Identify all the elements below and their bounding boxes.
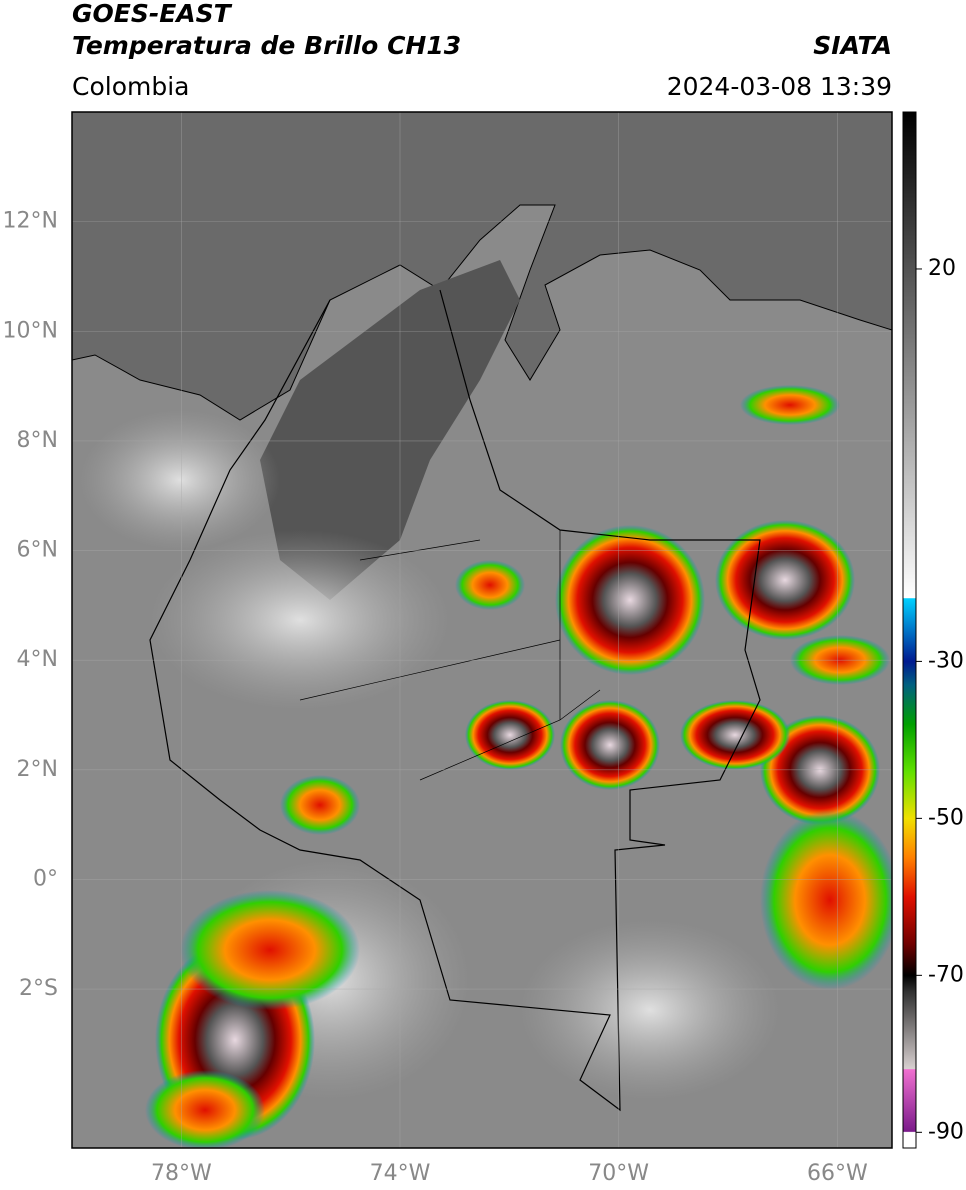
storm-cell [555, 525, 705, 675]
colorbar-tick-label: -50 [928, 805, 964, 830]
colorbar-tick-label: 20 [928, 256, 956, 281]
convection [280, 775, 360, 835]
x-tick-label: 70°W [588, 1161, 649, 1186]
cloud [520, 920, 780, 1100]
cloud [80, 410, 280, 550]
caribbean-sea [72, 112, 892, 421]
satellite: GOES-EAST [72, 0, 233, 28]
map-area [72, 112, 892, 1148]
convection [180, 890, 360, 1010]
region: Colombia [72, 72, 189, 101]
colorbar-tick-label: -90 [928, 1119, 964, 1144]
y-tick-label: 12°N [3, 209, 58, 234]
timestamp: 2024-03-08 13:39 [667, 72, 892, 101]
x-tick-label: 66°W [807, 1161, 868, 1186]
y-tick-label: 2°S [19, 976, 58, 1001]
storm-cell [680, 700, 790, 770]
convection [145, 1070, 265, 1148]
map-frame [71, 111, 893, 1149]
y-tick-label: 10°N [3, 318, 58, 343]
y-tick-label: 8°N [17, 428, 58, 453]
y-tick-label: 2°N [17, 757, 58, 782]
cloud [150, 530, 450, 710]
x-tick-label: 78°W [151, 1161, 212, 1186]
country-border [149, 289, 761, 1112]
y-tick-label: 0° [33, 866, 58, 891]
convection [740, 385, 840, 425]
colorbar [902, 111, 917, 1149]
storm-cell [465, 700, 555, 770]
y-tick-label: 6°N [17, 538, 58, 563]
x-tick-label: 74°W [370, 1161, 431, 1186]
product: Temperatura de Brillo CH13 [72, 31, 461, 60]
storm-cell [560, 700, 660, 790]
department-borders [299, 530, 601, 781]
convection [760, 810, 892, 990]
storm-cell [715, 520, 855, 640]
convection [455, 560, 525, 610]
colorbar-tick-label: -70 [928, 962, 964, 987]
y-tick-label: 4°N [17, 647, 58, 672]
graticule [72, 112, 892, 1148]
colorbar-tick-label: -30 [928, 648, 964, 673]
agency: SIATA [813, 31, 892, 60]
